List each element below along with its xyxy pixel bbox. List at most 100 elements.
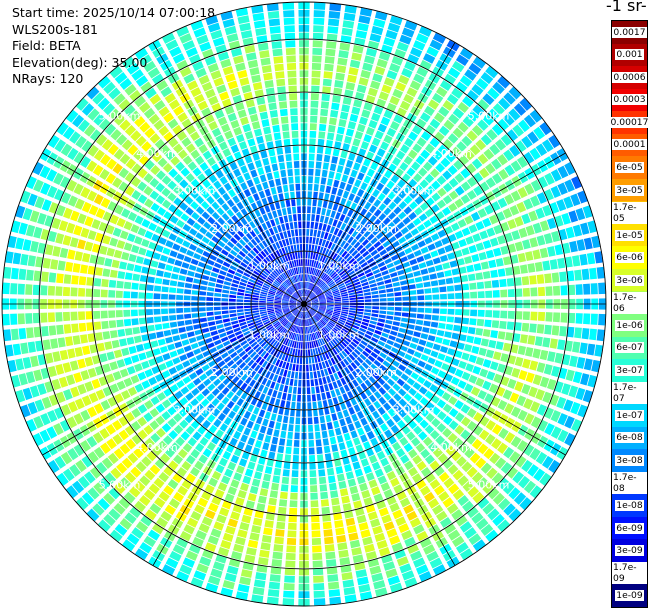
ray-gate (308, 153, 315, 161)
ray-gate (348, 332, 355, 338)
ray-gate (548, 459, 560, 474)
ray-gate (152, 152, 163, 163)
ray-gate (192, 284, 200, 290)
ray-gate (466, 264, 475, 273)
ray-gate (188, 228, 198, 236)
ray-gate (226, 241, 235, 249)
ray-gate (185, 425, 195, 435)
ray-gate (401, 291, 409, 296)
ray-gate (362, 350, 370, 358)
ray-gate (226, 400, 235, 409)
ray-gate (378, 289, 386, 294)
ray-gate (411, 473, 423, 484)
ray-gate (272, 551, 283, 560)
ray-gate (341, 328, 349, 334)
ray-gate (437, 229, 447, 238)
ray-gate (296, 198, 301, 206)
ray-gate (27, 193, 38, 207)
ray-gate (460, 274, 469, 283)
ray-gate (466, 466, 478, 478)
ray-gate (278, 407, 284, 415)
ray-gate (439, 516, 452, 528)
ray-gate (317, 322, 322, 329)
ray-gate (119, 261, 128, 270)
ray-gate (379, 293, 387, 298)
ray-gate (237, 15, 250, 25)
ray-gate (380, 482, 391, 492)
ray-gate (425, 259, 434, 267)
ray-gate (542, 204, 553, 217)
ray-gate (516, 439, 528, 452)
ray-gate (239, 281, 247, 287)
ray-gate (435, 86, 448, 98)
ray-gate (273, 281, 280, 287)
ray-gate (134, 500, 146, 513)
ray-gate (432, 294, 440, 300)
ray-gate (168, 137, 179, 148)
ray-gate (131, 244, 140, 254)
ray-gate (269, 315, 277, 320)
ray-gate (34, 399, 45, 412)
ray-gate (310, 379, 315, 387)
ray-gate (463, 256, 473, 264)
ray-gate (221, 203, 230, 212)
ray-gate (443, 477, 455, 489)
ray-gate (275, 71, 285, 79)
ray-gate (294, 283, 298, 290)
ray-gate (356, 244, 364, 252)
ray-gate (119, 477, 131, 489)
ray-gate (259, 328, 267, 334)
ray-gate (405, 329, 414, 336)
ray-gate (195, 393, 205, 402)
ray-gate (138, 101, 151, 114)
ray-gate (447, 165, 458, 176)
ray-gate (368, 323, 376, 329)
ray-gate (326, 178, 333, 186)
instrument-label: WLS200s-181 (12, 21, 98, 37)
ray-gate (86, 322, 94, 331)
ray-gate (177, 485, 189, 496)
ray-gate (168, 429, 179, 440)
ray-gate (168, 233, 178, 242)
ray-gate (442, 182, 453, 193)
ray-gate (249, 351, 257, 359)
ray-gate (182, 155, 193, 166)
ray-gate (208, 424, 218, 434)
ray-gate (329, 117, 337, 126)
ray-gate (116, 380, 126, 391)
ray-gate (345, 321, 353, 327)
ray-gate (284, 408, 290, 416)
ray-gate (263, 282, 271, 288)
ray-gate (194, 329, 203, 336)
ray-gate (234, 330, 243, 336)
ray-gate (319, 305, 327, 307)
ray-gate (515, 288, 523, 297)
ray-gate (431, 180, 441, 190)
ray-gate (472, 539, 486, 552)
ray-gate (403, 155, 414, 166)
ray-gate (310, 275, 314, 283)
ray-gate (285, 199, 291, 207)
ray-gate (149, 407, 160, 418)
ray-gate (284, 192, 290, 200)
ray-gate (311, 214, 316, 222)
ray-gate (48, 272, 57, 283)
ray-gate (305, 259, 308, 266)
ray-gate (237, 489, 247, 499)
ray-gate (403, 206, 413, 215)
ray-gate (272, 374, 279, 382)
ray-gate (364, 543, 375, 553)
ray-gate (451, 535, 465, 548)
ray-gate (415, 479, 427, 490)
ray-gate (479, 415, 490, 427)
ray-gate (69, 464, 81, 477)
ray-gate (227, 348, 235, 355)
ray-gate (364, 268, 372, 275)
ray-gate (246, 336, 254, 342)
ray-gate (204, 484, 215, 494)
ray-gate (162, 162, 173, 173)
ray-gate (416, 345, 425, 353)
ray-gate (310, 295, 317, 300)
ray-gate (334, 80, 344, 89)
ray-gate (177, 281, 185, 288)
